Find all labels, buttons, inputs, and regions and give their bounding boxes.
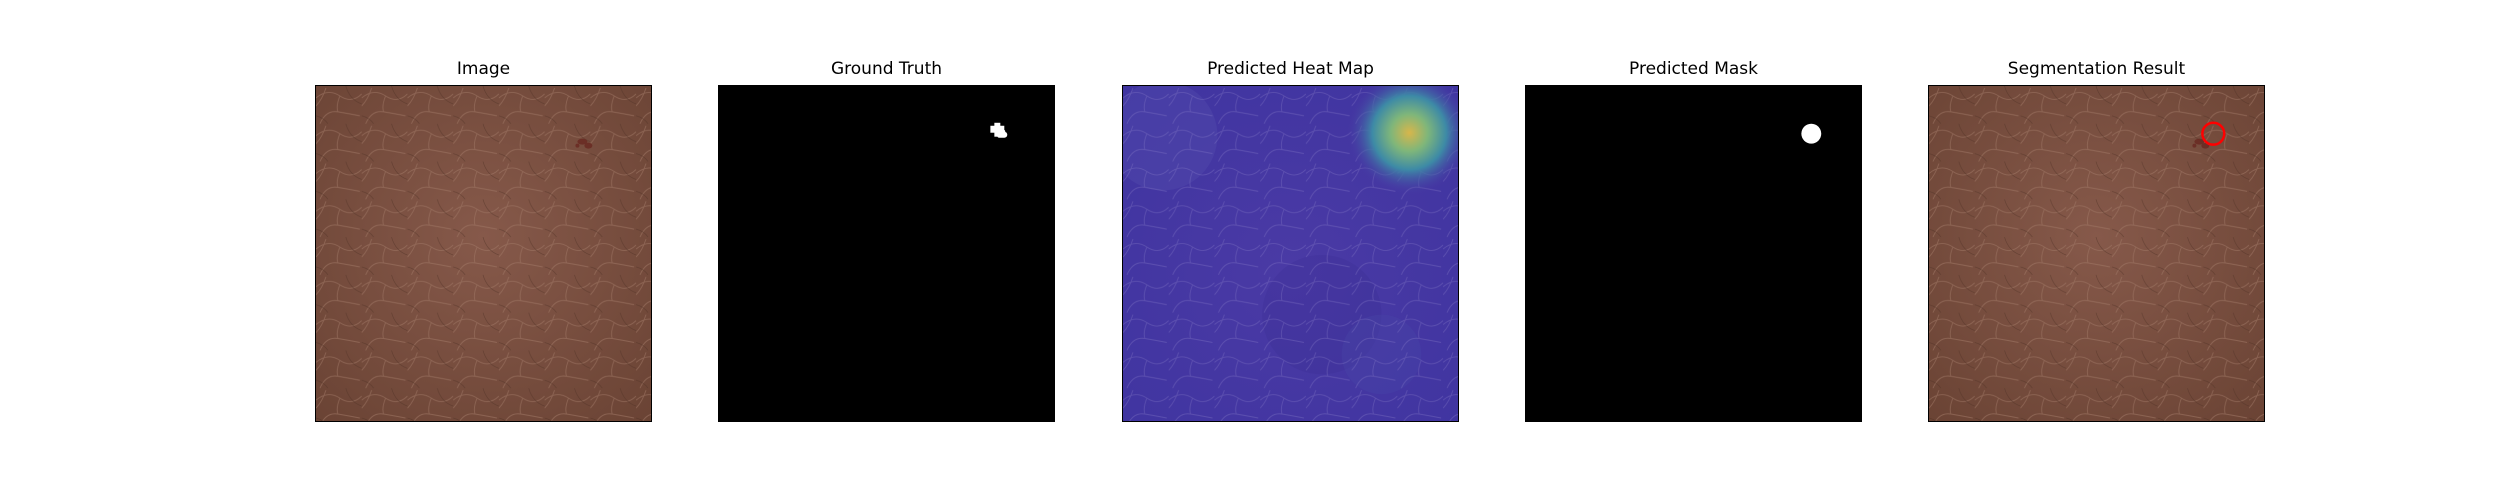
panel-title: Predicted Mask <box>1629 59 1758 79</box>
panel-title: Segmentation Result <box>2007 59 2186 79</box>
panel-title: Ground Truth <box>830 59 943 79</box>
panel-predicted-mask: Predicted Mask <box>1525 0 1862 425</box>
panel-image: Image <box>315 0 652 425</box>
defect-contour-circle <box>2201 121 2226 146</box>
leather-texture-image <box>315 85 652 422</box>
predicted-defect-region <box>1801 123 1822 144</box>
panel-segmentation-result: Segmentation Result <box>1928 0 2265 425</box>
segmentation-overlay-image <box>1928 85 2265 422</box>
panel-title: Image <box>456 59 511 79</box>
panel-predicted-heat-map: Predicted Heat Map <box>1122 0 1459 425</box>
panel-title: Predicted Heat Map <box>1207 59 1374 79</box>
defect-spot <box>575 138 593 149</box>
ground-truth-mask-image <box>718 85 1055 422</box>
heatmap-image <box>1122 85 1459 422</box>
ground-truth-defect-region <box>990 122 1008 138</box>
predicted-mask-image <box>1525 85 1862 422</box>
panel-ground-truth: Ground Truth <box>718 0 1055 425</box>
